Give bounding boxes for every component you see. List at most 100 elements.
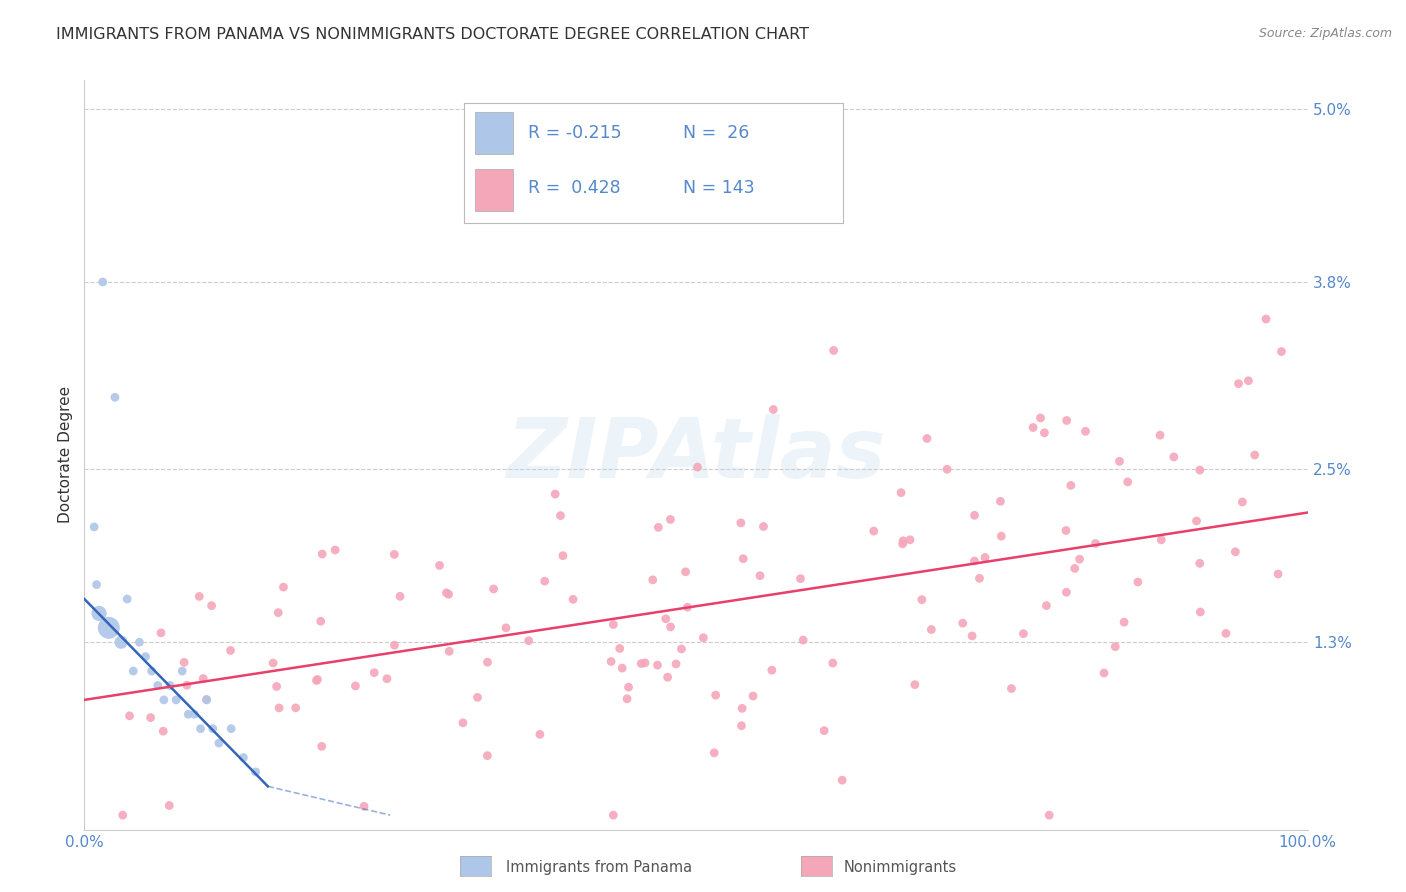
Point — [647, 658, 669, 673]
Point — [1022, 420, 1045, 434]
Point — [529, 727, 551, 741]
Point — [87, 607, 110, 621]
Point — [1092, 665, 1115, 680]
Point — [193, 672, 215, 686]
Point — [659, 512, 682, 526]
Point — [731, 701, 754, 715]
Point — [609, 641, 631, 656]
Point — [761, 663, 783, 677]
Point — [323, 543, 346, 558]
Point — [1232, 495, 1254, 509]
Point — [311, 547, 333, 561]
Point — [904, 678, 927, 692]
Point — [1084, 536, 1107, 550]
Point — [647, 520, 669, 534]
Point — [176, 678, 198, 692]
Point — [762, 402, 785, 417]
Point — [813, 723, 835, 738]
Point — [1237, 374, 1260, 388]
Point — [284, 701, 307, 715]
Point — [139, 710, 162, 724]
Point — [891, 537, 914, 551]
Point — [152, 724, 174, 739]
Point — [201, 722, 224, 736]
Point — [267, 701, 290, 715]
Point — [153, 693, 176, 707]
Point — [792, 633, 814, 648]
Point — [655, 612, 678, 626]
Point — [602, 808, 624, 822]
Point — [1225, 545, 1247, 559]
Point — [1056, 413, 1078, 427]
Point — [146, 678, 169, 692]
Point — [704, 688, 727, 702]
Point — [344, 679, 367, 693]
Point — [789, 572, 811, 586]
Point — [389, 590, 412, 604]
Point — [831, 773, 853, 788]
Point — [730, 719, 752, 733]
Point — [200, 599, 222, 613]
Text: ZIPAtlas: ZIPAtlas — [506, 415, 886, 495]
Point — [232, 750, 254, 764]
Point — [1012, 626, 1035, 640]
Point — [305, 673, 328, 688]
Point — [936, 462, 959, 476]
Point — [91, 275, 114, 289]
Point — [195, 692, 218, 706]
Point — [533, 574, 555, 588]
Point — [219, 722, 242, 736]
Point — [190, 722, 212, 736]
Point — [1215, 626, 1237, 640]
Point — [307, 673, 329, 687]
Point — [1054, 524, 1077, 538]
Point — [1104, 640, 1126, 654]
Point — [495, 621, 517, 635]
Point — [1108, 454, 1130, 468]
Point — [550, 508, 572, 523]
Text: Immigrants from Panama: Immigrants from Panama — [506, 860, 692, 874]
Point — [703, 746, 725, 760]
Point — [436, 586, 458, 600]
Point — [733, 551, 755, 566]
Text: Source: ZipAtlas.com: Source: ZipAtlas.com — [1258, 27, 1392, 40]
Point — [1150, 533, 1173, 547]
Point — [188, 590, 211, 604]
Point — [600, 655, 623, 669]
Point — [110, 635, 132, 649]
Point — [437, 587, 460, 601]
Point — [183, 707, 205, 722]
Point — [1270, 344, 1292, 359]
Point — [1000, 681, 1022, 696]
Point — [477, 655, 499, 669]
Point — [562, 592, 585, 607]
Point — [657, 670, 679, 684]
Point — [634, 656, 657, 670]
Point — [1063, 561, 1085, 575]
Point — [1116, 475, 1139, 489]
Point — [659, 620, 682, 634]
Point — [1254, 312, 1277, 326]
Point — [1038, 808, 1060, 822]
Point — [141, 664, 163, 678]
Point — [451, 715, 474, 730]
Point — [115, 592, 138, 607]
Point — [1149, 428, 1171, 442]
Point — [375, 672, 398, 686]
Point — [128, 635, 150, 649]
Point — [1188, 463, 1211, 477]
Point — [686, 460, 709, 475]
Point — [730, 516, 752, 530]
Point — [118, 708, 141, 723]
Point — [111, 808, 134, 822]
Point — [551, 549, 574, 563]
Point — [915, 432, 938, 446]
Point — [353, 799, 375, 814]
Point — [86, 577, 108, 591]
Point — [1267, 567, 1289, 582]
Point — [671, 641, 693, 656]
Point — [208, 736, 231, 750]
Point — [641, 573, 664, 587]
Point — [544, 487, 567, 501]
Point — [157, 798, 180, 813]
